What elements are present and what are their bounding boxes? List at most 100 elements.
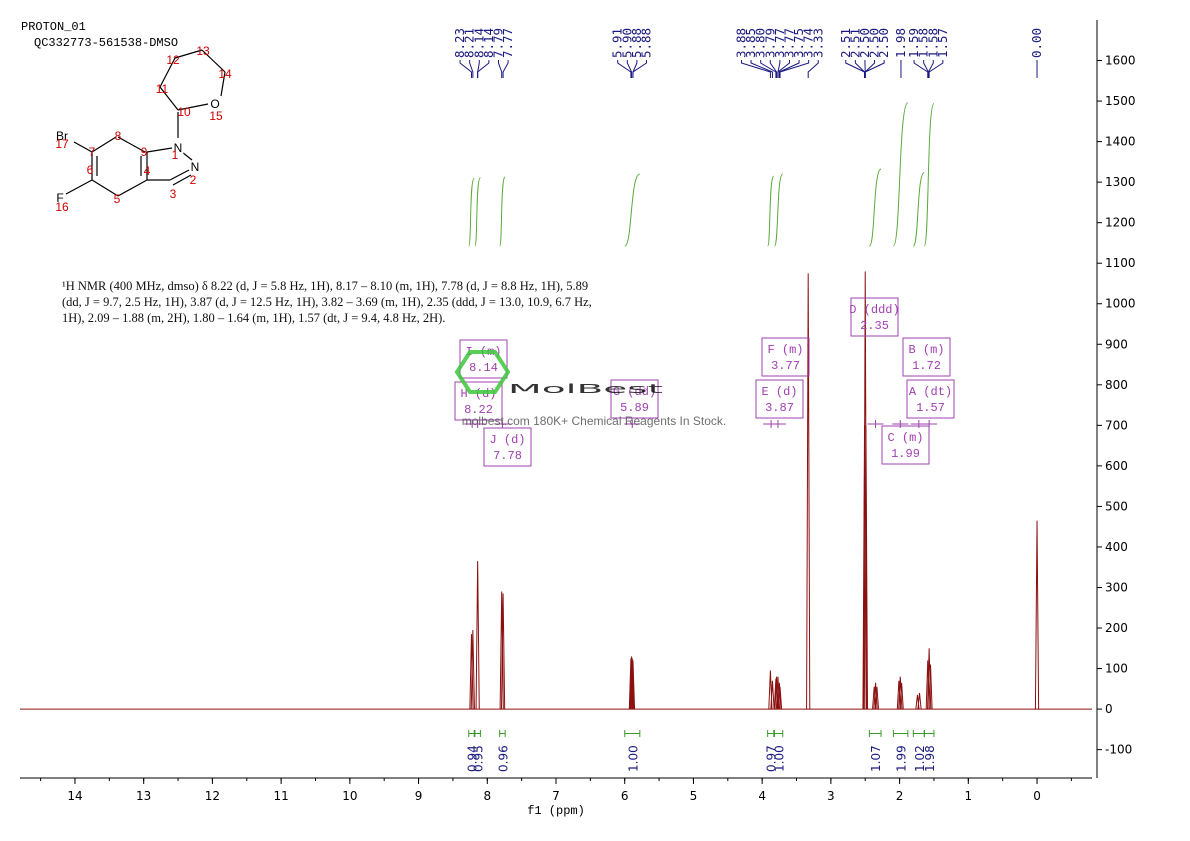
peak-connector [626, 60, 633, 78]
integral-label: 1.02 [913, 745, 927, 772]
watermark-tagline: molbest.com 180K+ Chemical Reagents In S… [462, 414, 726, 428]
y-tick-label: 200 [1105, 621, 1128, 635]
atom-symbol: N [191, 160, 200, 174]
x-tick-label: 14 [67, 789, 82, 803]
y-tick-label: 1100 [1105, 256, 1136, 270]
atom-symbol: O [210, 97, 219, 111]
multiplet-box [881, 425, 930, 465]
y-tick-label: 900 [1105, 337, 1128, 351]
y-tick-label: 1200 [1105, 216, 1136, 230]
integral-curve [923, 102, 935, 247]
integral-curve [474, 177, 481, 247]
y-tick-label: 800 [1105, 378, 1128, 392]
atom-number: 3 [170, 187, 177, 201]
peak [470, 630, 475, 710]
multiplet-shift: 3.77 [771, 359, 800, 373]
atom-symbol: Br [56, 129, 68, 143]
experiment-title: PROTON_01 [21, 20, 86, 34]
multiplet-box [902, 337, 951, 377]
x-tick-label: 0 [1033, 789, 1041, 803]
peak [499, 591, 504, 710]
peak [928, 664, 933, 710]
atom-number: 7 [89, 145, 96, 159]
multiplet-label: B (m) [908, 343, 944, 357]
integral-label: 1.98 [923, 745, 937, 772]
y-tick-label: 1000 [1105, 297, 1136, 311]
peak-label: 8.14 [482, 28, 496, 58]
atom-number: 17 [55, 137, 69, 151]
multiplet-box [850, 297, 899, 337]
peak-connector [632, 60, 638, 78]
integral-bracket [474, 730, 481, 737]
peak-connector [760, 60, 777, 78]
multiplet-label: A (dt) [909, 385, 952, 399]
peak [806, 273, 811, 710]
peak [777, 686, 783, 710]
peak-label: 5.88 [630, 28, 644, 58]
peak-connector [459, 60, 472, 78]
peak-label: 1.57 [936, 28, 950, 58]
integral-curve [468, 177, 475, 247]
peak-label: 2.50 [858, 28, 872, 58]
integral-curve [774, 173, 784, 247]
peak-connector [740, 60, 771, 78]
peak-connector [928, 60, 944, 78]
multiplet-box [755, 379, 804, 419]
atom-symbol: N [174, 141, 183, 155]
atom-number: 4 [144, 164, 151, 178]
peak-label: 1.58 [917, 28, 931, 58]
peak [927, 648, 932, 710]
peak-label: 8.14 [472, 28, 486, 58]
peak-label: 8.21 [463, 28, 477, 58]
y-tick-label: 1500 [1105, 94, 1136, 108]
multiplet-label: G (dd) [613, 385, 656, 399]
peak [774, 676, 779, 710]
atom-number: 14 [218, 67, 232, 81]
integral-curve [767, 175, 775, 247]
peak-label: 5.90 [620, 28, 634, 58]
y-tick-label: -100 [1105, 743, 1132, 757]
multiplet-label: J (d) [489, 433, 525, 447]
atom-number: 12 [166, 53, 180, 67]
integral-label: 0.95 [472, 745, 486, 772]
multiplet-label: D (ddd) [849, 303, 899, 317]
integral-bracket [912, 730, 925, 737]
peak-connector [854, 60, 866, 78]
y-tick-label: 500 [1105, 499, 1128, 513]
integral-label: 1.07 [869, 745, 883, 772]
x-tick-label: 10 [342, 789, 357, 803]
x-tick-label: 5 [690, 789, 698, 803]
multiplet-box [610, 379, 659, 419]
integral-bracket [468, 730, 475, 737]
atom-number: 13 [196, 44, 210, 58]
y-tick-label: 1300 [1105, 175, 1136, 189]
atom-number: 11 [156, 82, 169, 96]
peak [899, 682, 904, 710]
peak [1034, 520, 1040, 710]
atom-symbol: F [56, 191, 63, 205]
multiplet-box [906, 379, 955, 419]
peak-connector [779, 60, 810, 78]
peak-label: 1.98 [894, 28, 908, 58]
watermark: MolBest molbest.com 180K+ Chemical Reagen… [454, 350, 726, 428]
sample-name: QC332773-561538-DMSO [34, 36, 178, 50]
integral-bracket [624, 730, 641, 737]
multiplet-bracket [763, 420, 780, 428]
atom-number: 2 [190, 173, 197, 187]
peak-label: 2.50 [868, 28, 882, 58]
peak-label: 5.88 [640, 28, 654, 58]
y-tick-label: 100 [1105, 662, 1128, 676]
multiplet-label: E (d) [761, 385, 797, 399]
y-tick-label: 600 [1105, 459, 1128, 473]
x-tick-label: 9 [415, 789, 423, 803]
peak-connector [778, 60, 800, 78]
peak-label: 8.23 [453, 28, 467, 58]
peak-label: 3.75 [792, 28, 806, 58]
integral-label: 1.99 [895, 745, 909, 772]
y-tick-label: 300 [1105, 580, 1128, 594]
peak [874, 686, 880, 710]
integral-curve [912, 172, 925, 247]
multiplet-shift: 5.89 [620, 401, 649, 415]
x-tick-label: 2 [896, 789, 904, 803]
